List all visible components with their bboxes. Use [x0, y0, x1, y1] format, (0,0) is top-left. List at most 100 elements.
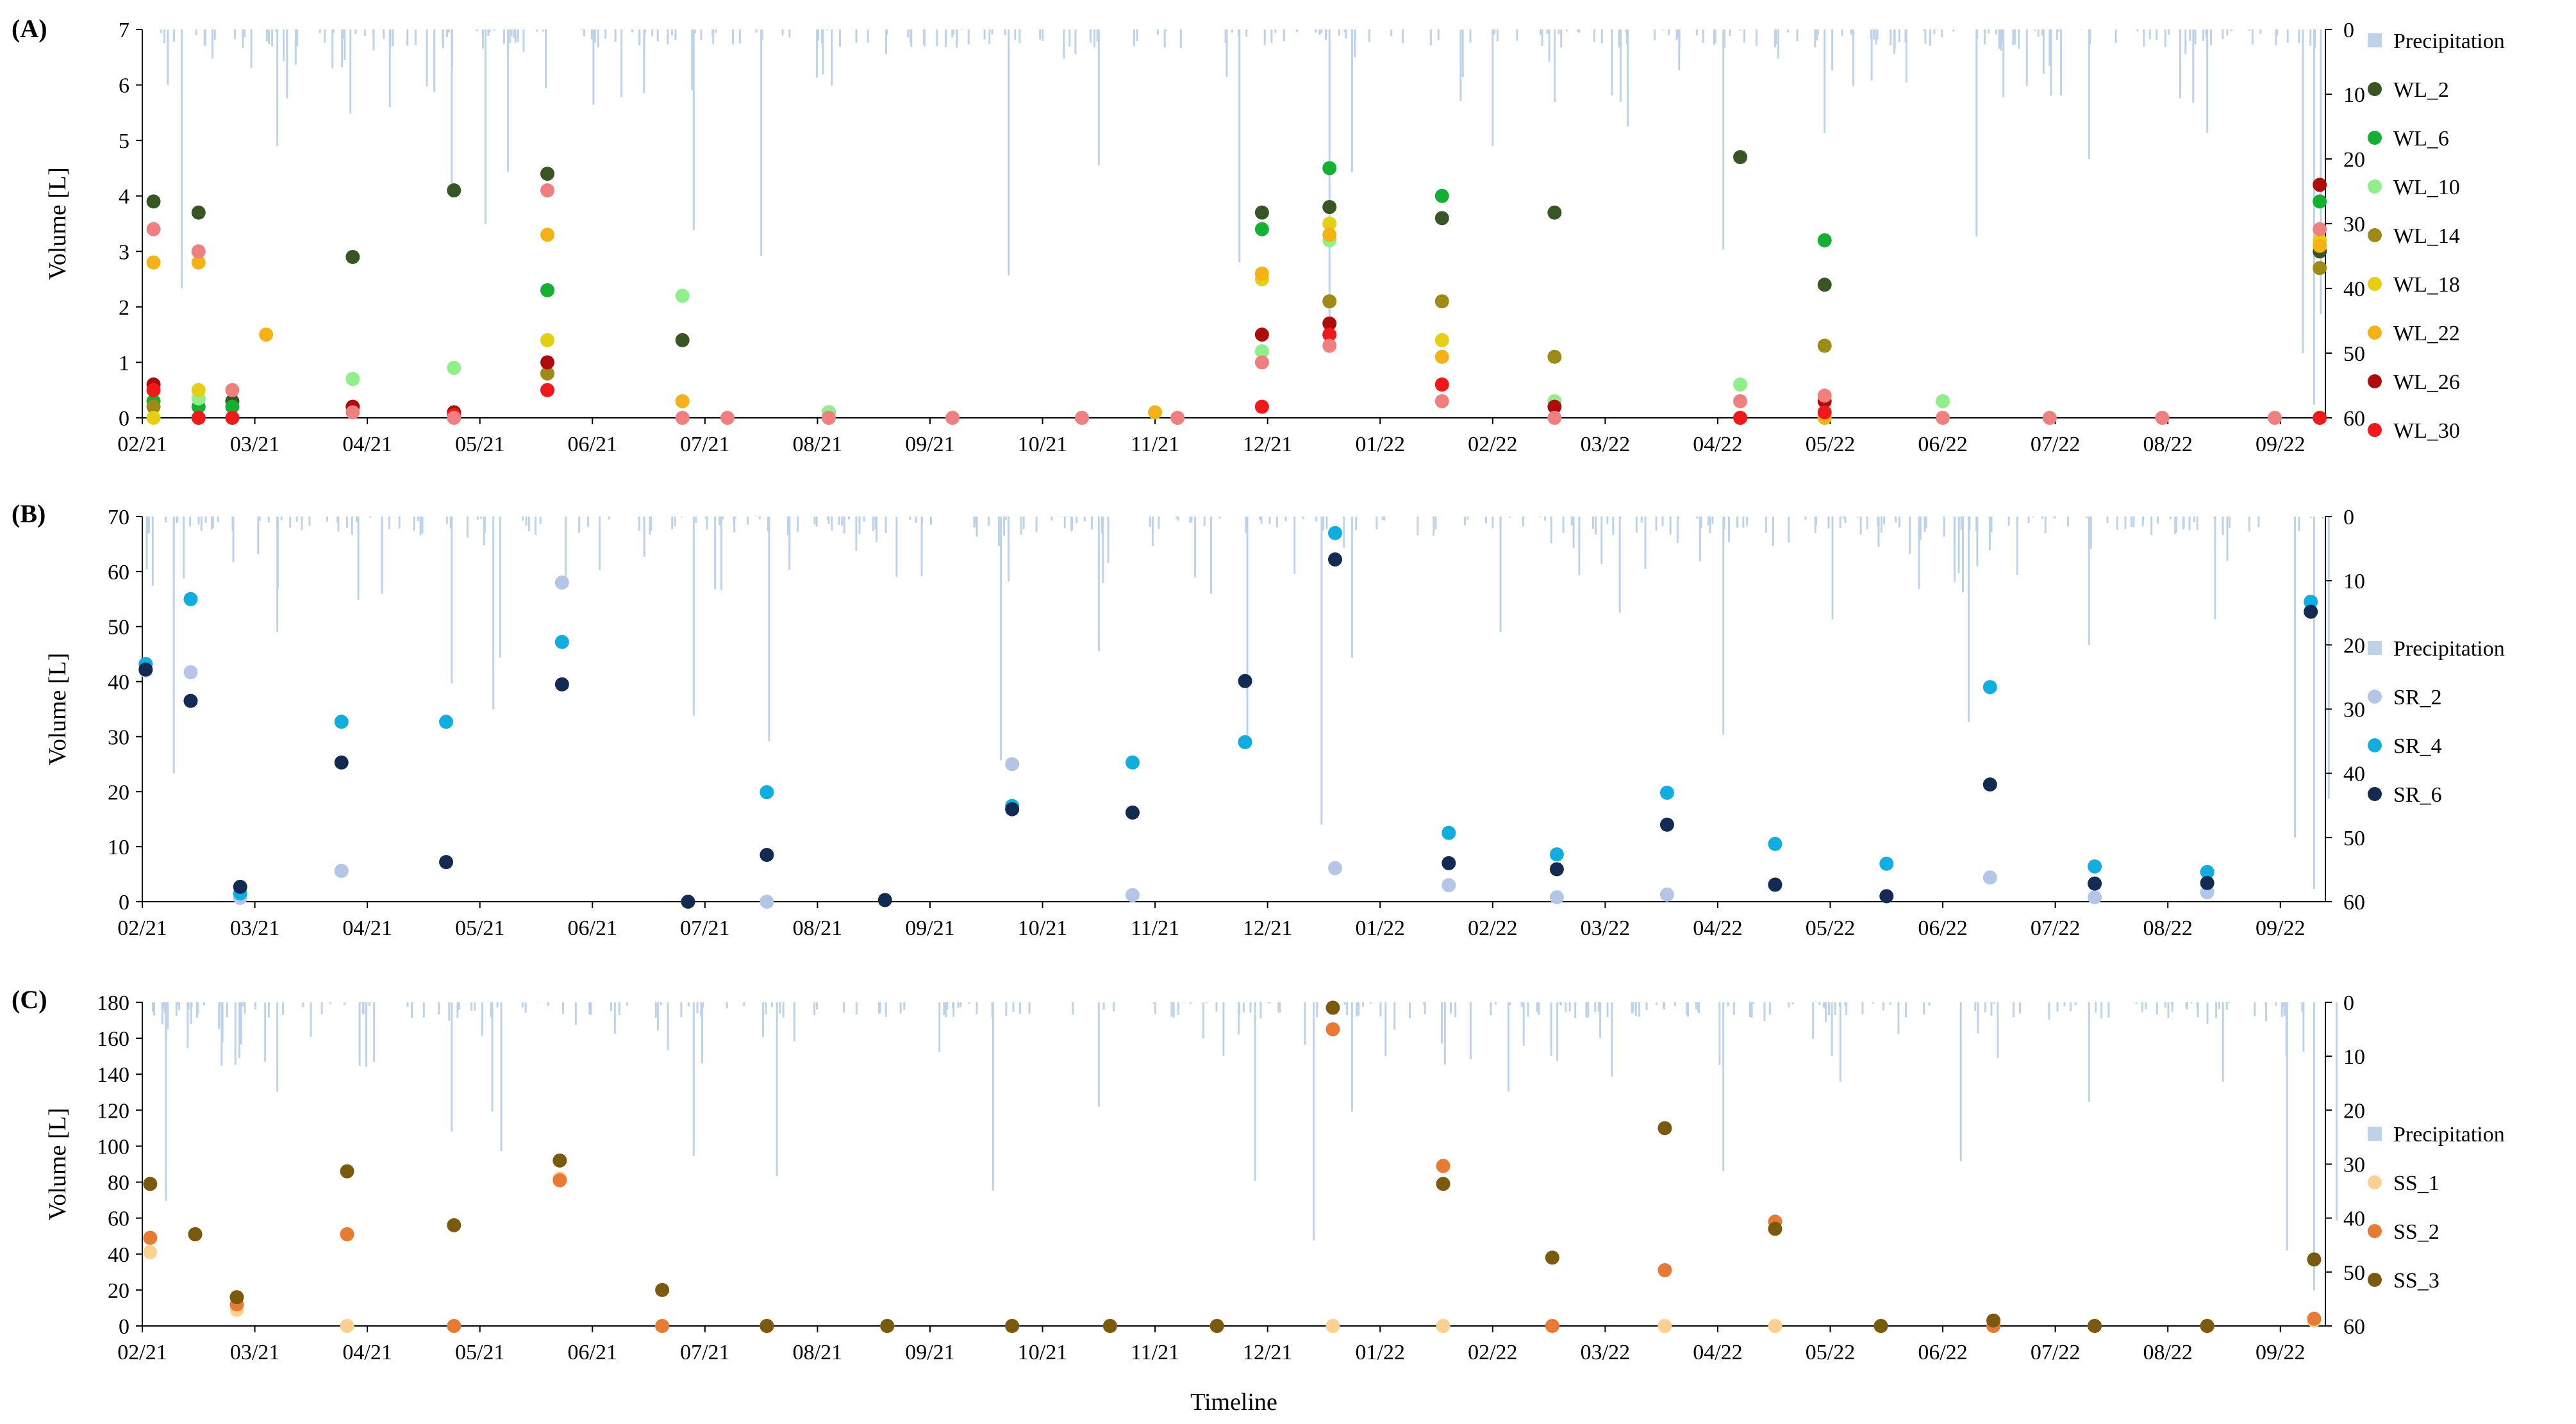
data-point	[1936, 411, 1950, 425]
y-tick-label: 0	[119, 1315, 129, 1339]
data-point	[191, 383, 206, 397]
x-tick-label: 11/21	[1131, 1341, 1179, 1364]
data-point	[183, 693, 198, 708]
y2-tick-label: 50	[2343, 1261, 2365, 1285]
data-point	[720, 411, 735, 425]
data-point	[1817, 277, 1832, 292]
y2-tick-label: 30	[2343, 1154, 2365, 1177]
data-point	[554, 575, 569, 590]
x-tick-label: 07/22	[2031, 1341, 2080, 1364]
data-point	[554, 677, 569, 691]
data-point	[1254, 355, 1269, 370]
y-tick-label: 5	[119, 129, 129, 153]
data-point	[1102, 1319, 1117, 1333]
x-tick-label: 10/21	[1018, 916, 1067, 940]
data-point	[1547, 349, 1562, 364]
y-tick-label: 6	[119, 74, 129, 98]
series-wl-30	[146, 327, 2327, 425]
y2-tick-label: 10	[2343, 83, 2365, 107]
data-point	[1658, 1121, 1672, 1136]
data-point	[1659, 887, 1674, 902]
data-point	[1768, 836, 1782, 851]
y2-tick-label: 30	[2343, 699, 2365, 722]
x-tick-label: 02/22	[1468, 1341, 1517, 1364]
data-point	[1545, 1319, 1559, 1333]
x-tick-label: 03/22	[1581, 1341, 1630, 1364]
data-point	[447, 411, 461, 425]
data-point	[760, 895, 774, 909]
data-point	[2088, 890, 2102, 905]
data-point	[1442, 878, 1456, 893]
data-point	[1322, 338, 1337, 353]
data-point	[1434, 377, 1449, 392]
data-point	[2304, 604, 2318, 619]
data-point	[447, 361, 461, 376]
x-tick-label: 04/22	[1693, 1341, 1742, 1364]
data-point	[259, 327, 274, 342]
x-tick-label: 01/22	[1356, 433, 1405, 456]
y2-tick-label: 60	[2343, 1315, 2365, 1339]
data-point	[1436, 1319, 1450, 1333]
y-tick-label: 80	[108, 1171, 129, 1195]
y-tick-label: 2	[119, 296, 129, 320]
data-point	[1549, 847, 1564, 862]
data-point	[146, 411, 161, 425]
data-point	[1986, 1313, 2001, 1328]
data-point	[146, 222, 161, 236]
panel-label: (B)	[12, 499, 46, 528]
data-point	[2088, 876, 2102, 891]
panel-label: (C)	[12, 985, 47, 1014]
panel-a: 0 1 2 3 4 5 6 7 0 10 20 30 40 50 60 02/21 03/21 04/21 05/2…	[12, 14, 2505, 456]
panel-label: (A)	[12, 14, 47, 43]
y-tick-label: 0	[119, 407, 129, 431]
series-wl-22	[146, 228, 2327, 425]
data-point	[1074, 411, 1089, 425]
data-point	[1125, 755, 1140, 770]
y-tick-label: 120	[97, 1099, 129, 1123]
data-point	[1982, 777, 1997, 792]
x-tick-label: 06/21	[568, 1341, 617, 1364]
data-point	[143, 1177, 158, 1191]
data-point	[540, 383, 555, 397]
x-axis-title: Timeline	[1190, 1389, 1277, 1416]
precipitation-bars	[145, 517, 2330, 889]
y-tick-label: 60	[108, 561, 129, 584]
legend-label: WL_22	[2393, 322, 2460, 345]
x-tick-label: 08/21	[793, 1341, 842, 1364]
x-tick-label: 05/22	[1806, 1341, 1855, 1364]
legend-swatch-precipitation	[2368, 33, 2382, 47]
y-tick-label: 0	[119, 891, 129, 915]
data-point	[1325, 1319, 1340, 1333]
data-point	[2313, 411, 2327, 425]
legend-swatch-precipitation	[2368, 641, 2382, 655]
data-point	[191, 244, 206, 259]
legend-swatch-precipitation	[2368, 1127, 2382, 1141]
data-point	[439, 855, 454, 870]
y-tick-label: 10	[108, 836, 129, 859]
y2-tick-label: 40	[2343, 277, 2365, 301]
data-point	[675, 411, 690, 425]
legend-label: Precipitation	[2393, 29, 2505, 53]
x-tick-label: 03/21	[230, 916, 279, 940]
data-point	[877, 893, 892, 907]
data-point	[1659, 817, 1674, 832]
data-point	[2200, 1319, 2215, 1333]
y2-tick-label: 0	[2343, 506, 2354, 529]
data-point	[540, 355, 555, 370]
data-point	[1005, 757, 1020, 772]
data-point	[1434, 211, 1449, 226]
data-point	[1545, 1250, 1559, 1265]
data-point	[188, 1227, 203, 1241]
legend-label: SS_3	[2393, 1269, 2439, 1293]
data-point	[1322, 228, 1337, 242]
data-point	[1442, 856, 1456, 870]
data-point	[1322, 294, 1337, 309]
y2-tick-label: 60	[2343, 891, 2365, 915]
x-tick-label: 08/21	[793, 916, 842, 940]
data-point	[1817, 338, 1832, 353]
y-tick-label: 140	[97, 1063, 129, 1087]
legend-swatch	[2368, 690, 2382, 704]
series-sr-6	[138, 552, 2318, 909]
data-point	[1322, 161, 1337, 176]
